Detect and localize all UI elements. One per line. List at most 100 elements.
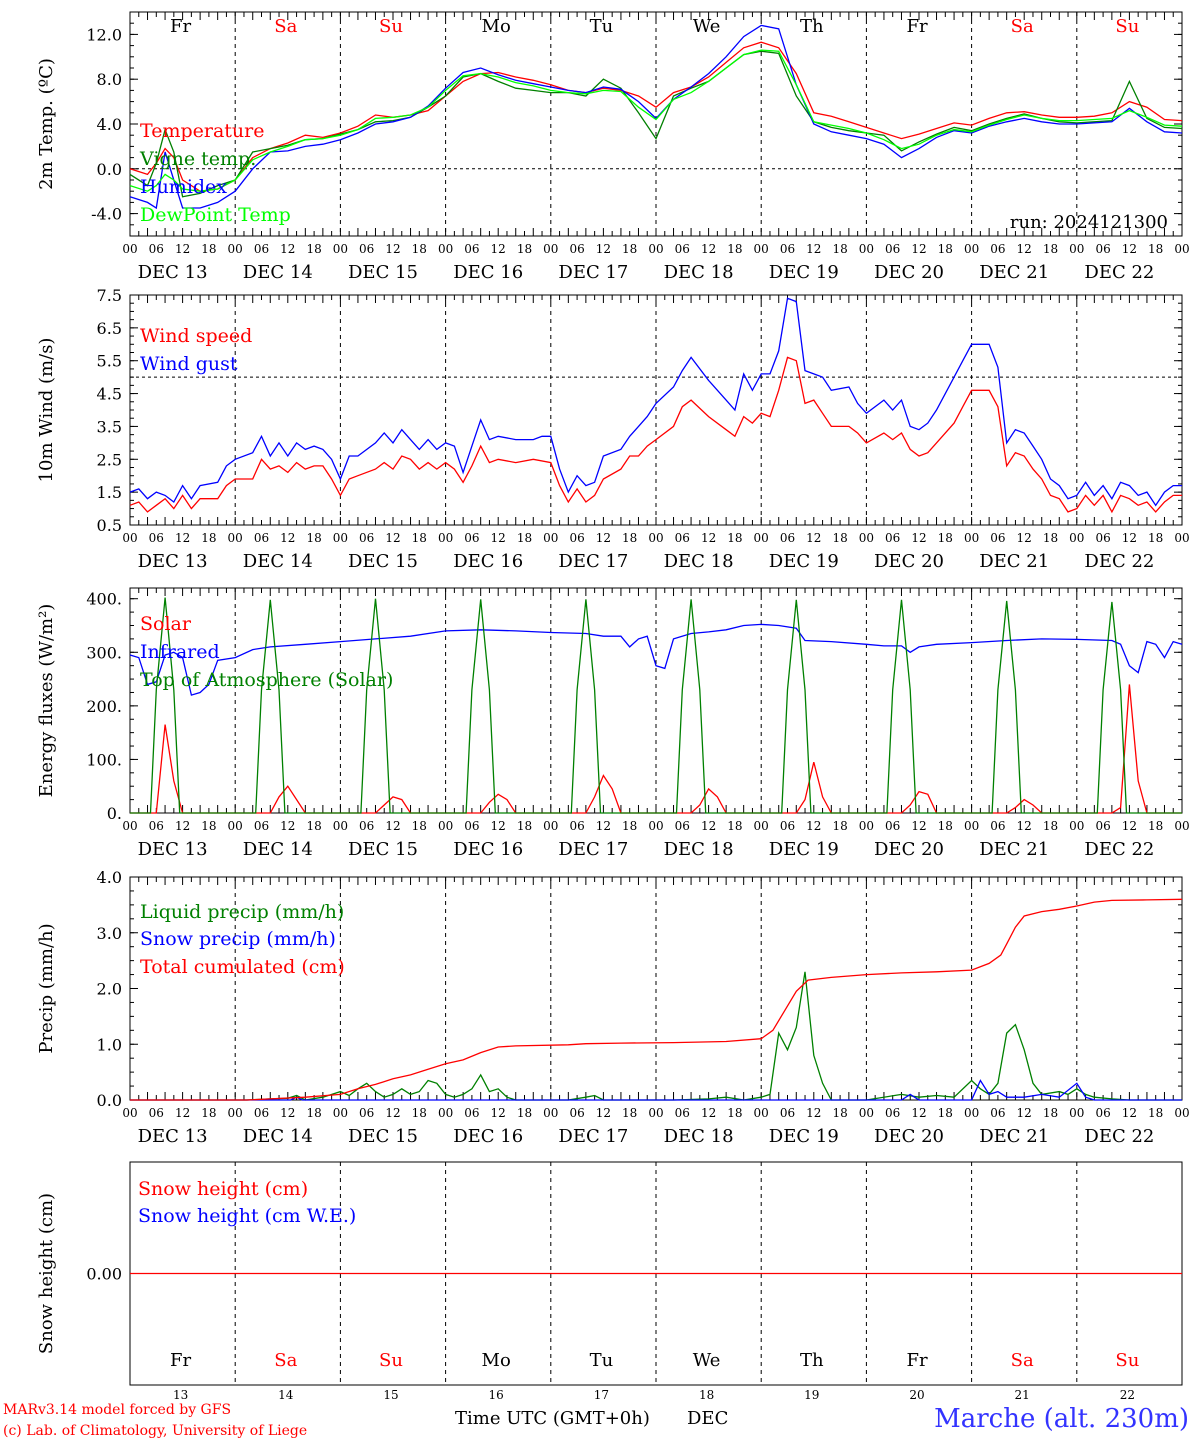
hour-tick-label: 06 xyxy=(885,531,900,545)
hour-tick-label: 18 xyxy=(201,1106,216,1120)
y-tick-label: 12.0 xyxy=(86,25,122,44)
wind-legend-entry: Wind gust xyxy=(140,353,238,375)
hour-tick-label: 00 xyxy=(228,819,243,833)
date-label: DEC 13 xyxy=(138,262,208,283)
hour-tick-label: 18 xyxy=(306,242,321,256)
day-name-label: Sa xyxy=(274,16,297,37)
y-tick-label: 0.5 xyxy=(97,516,122,535)
hour-tick-label: 06 xyxy=(780,1106,795,1120)
y-tick-label: 1.5 xyxy=(97,483,122,502)
hour-tick-label: 00 xyxy=(1174,1106,1189,1120)
hour-tick-label: 18 xyxy=(832,242,847,256)
hour-tick-label: 06 xyxy=(990,242,1005,256)
hour-tick-label: 00 xyxy=(1174,242,1189,256)
hour-tick-label: 00 xyxy=(122,242,137,256)
hour-tick-label: 12 xyxy=(385,531,400,545)
y-tick-label: 400. xyxy=(86,590,122,609)
fluxes-y-axis-label: Energy fluxes (W/m²) xyxy=(36,604,57,798)
date-label: DEC 19 xyxy=(769,1126,839,1147)
hour-tick-label: 12 xyxy=(1122,819,1137,833)
date-label: DEC 15 xyxy=(348,551,418,572)
day-name-label: Fr xyxy=(170,16,191,37)
hour-tick-label: 12 xyxy=(280,531,295,545)
hour-tick-label: 00 xyxy=(438,1106,453,1120)
hour-tick-label: 18 xyxy=(412,242,427,256)
day-number-label: 15 xyxy=(383,1388,398,1402)
hour-tick-label: 00 xyxy=(648,531,663,545)
hour-tick-label: 12 xyxy=(385,242,400,256)
hour-tick-label: 12 xyxy=(596,531,611,545)
hour-tick-label: 12 xyxy=(1122,242,1137,256)
date-label: DEC 15 xyxy=(348,839,418,860)
hour-tick-label: 00 xyxy=(964,242,979,256)
hour-tick-label: 00 xyxy=(438,531,453,545)
hour-tick-label: 18 xyxy=(1043,1106,1058,1120)
day-name-label: Sa xyxy=(1011,1350,1034,1371)
hour-tick-label: 18 xyxy=(727,531,742,545)
hour-tick-label: 00 xyxy=(859,819,874,833)
precip-legend-entry: Liquid precip (mm/h) xyxy=(140,901,344,923)
hour-tick-label: 06 xyxy=(149,531,164,545)
hour-tick-label: 00 xyxy=(333,1106,348,1120)
snow-panel: 0.00 Snow height (cm) Snow height (cm) Snow… xyxy=(36,1161,1183,1402)
hour-tick-label: 12 xyxy=(1122,531,1137,545)
hour-tick-label: 06 xyxy=(254,531,269,545)
hour-tick-label: 12 xyxy=(491,819,506,833)
hour-tick-label: 12 xyxy=(596,242,611,256)
y-tick-label: 200. xyxy=(86,697,122,716)
hour-tick-label: 12 xyxy=(491,242,506,256)
date-label: DEC 21 xyxy=(979,262,1049,283)
date-label: DEC 16 xyxy=(453,839,523,860)
wind-y-axis-label: 10m Wind (m/s) xyxy=(36,338,57,483)
date-label: DEC 22 xyxy=(1084,839,1154,860)
date-label: DEC 15 xyxy=(348,1126,418,1147)
date-label: DEC 13 xyxy=(138,1126,208,1147)
date-label: DEC 18 xyxy=(664,1126,734,1147)
hour-tick-label: 18 xyxy=(938,1106,953,1120)
date-label: DEC 17 xyxy=(558,551,628,572)
hour-tick-label: 18 xyxy=(201,531,216,545)
hour-tick-label: 06 xyxy=(1095,242,1110,256)
hour-tick-label: 12 xyxy=(701,1106,716,1120)
precip-y-axis-label: Precip (mm/h) xyxy=(36,923,57,1053)
hour-tick-label: 18 xyxy=(517,531,532,545)
temperature-panel: -4.0 0.0 4.0 8.0 12.0 2m Temp. (ºC) Temperatur… xyxy=(36,11,1190,283)
wind-legend-entry: Wind speed xyxy=(140,325,252,347)
y-tick-label: 1.0 xyxy=(97,1035,122,1054)
y-tick-label: 4.0 xyxy=(97,868,122,887)
day-number-label: 13 xyxy=(173,1388,188,1402)
hour-tick-label: 00 xyxy=(122,531,137,545)
hour-tick-label: 06 xyxy=(359,242,374,256)
hour-tick-label: 06 xyxy=(990,1106,1005,1120)
panels-group: -4.0 0.0 4.0 8.0 12.0 2m Temp. (ºC) Temperatur… xyxy=(36,11,1190,1402)
y-tick-label: 0.0 xyxy=(97,160,122,179)
day-number-label: 22 xyxy=(1120,1388,1135,1402)
snow-y-axis-label: Snow height (cm) xyxy=(36,1193,57,1354)
hour-tick-label: 12 xyxy=(806,531,821,545)
hour-tick-label: 18 xyxy=(622,242,637,256)
hour-tick-label: 12 xyxy=(806,242,821,256)
hour-tick-label: 18 xyxy=(412,1106,427,1120)
hour-tick-label: 12 xyxy=(701,531,716,545)
hour-tick-label: 12 xyxy=(806,1106,821,1120)
hour-tick-label: 18 xyxy=(1148,1106,1163,1120)
hour-tick-label: 12 xyxy=(280,1106,295,1120)
wind-panel: 0.5 1.5 2.5 3.5 4.5 5.5 6.5 7.5 10m Wind (m/s) Wi… xyxy=(36,286,1190,572)
temperature-y-axis-label: 2m Temp. (ºC) xyxy=(36,58,57,190)
hour-tick-label: 18 xyxy=(727,1106,742,1120)
date-label: DEC 21 xyxy=(979,839,1049,860)
hour-tick-label: 00 xyxy=(228,531,243,545)
hour-tick-label: 00 xyxy=(1174,531,1189,545)
hour-tick-label: 06 xyxy=(675,819,690,833)
hour-tick-label: 18 xyxy=(1148,531,1163,545)
hour-tick-label: 06 xyxy=(254,1106,269,1120)
hour-tick-label: 06 xyxy=(569,819,584,833)
hour-tick-label: 18 xyxy=(938,242,953,256)
temperature-legend-entry: Humidex xyxy=(140,176,227,198)
hour-tick-label: 00 xyxy=(648,242,663,256)
y-tick-label: 5.5 xyxy=(97,352,122,371)
date-label: DEC 17 xyxy=(558,262,628,283)
footer-credit-lab: (c) Lab. of Climatology, University of L… xyxy=(3,1423,307,1439)
hour-tick-label: 00 xyxy=(543,1106,558,1120)
hour-tick-label: 06 xyxy=(885,1106,900,1120)
